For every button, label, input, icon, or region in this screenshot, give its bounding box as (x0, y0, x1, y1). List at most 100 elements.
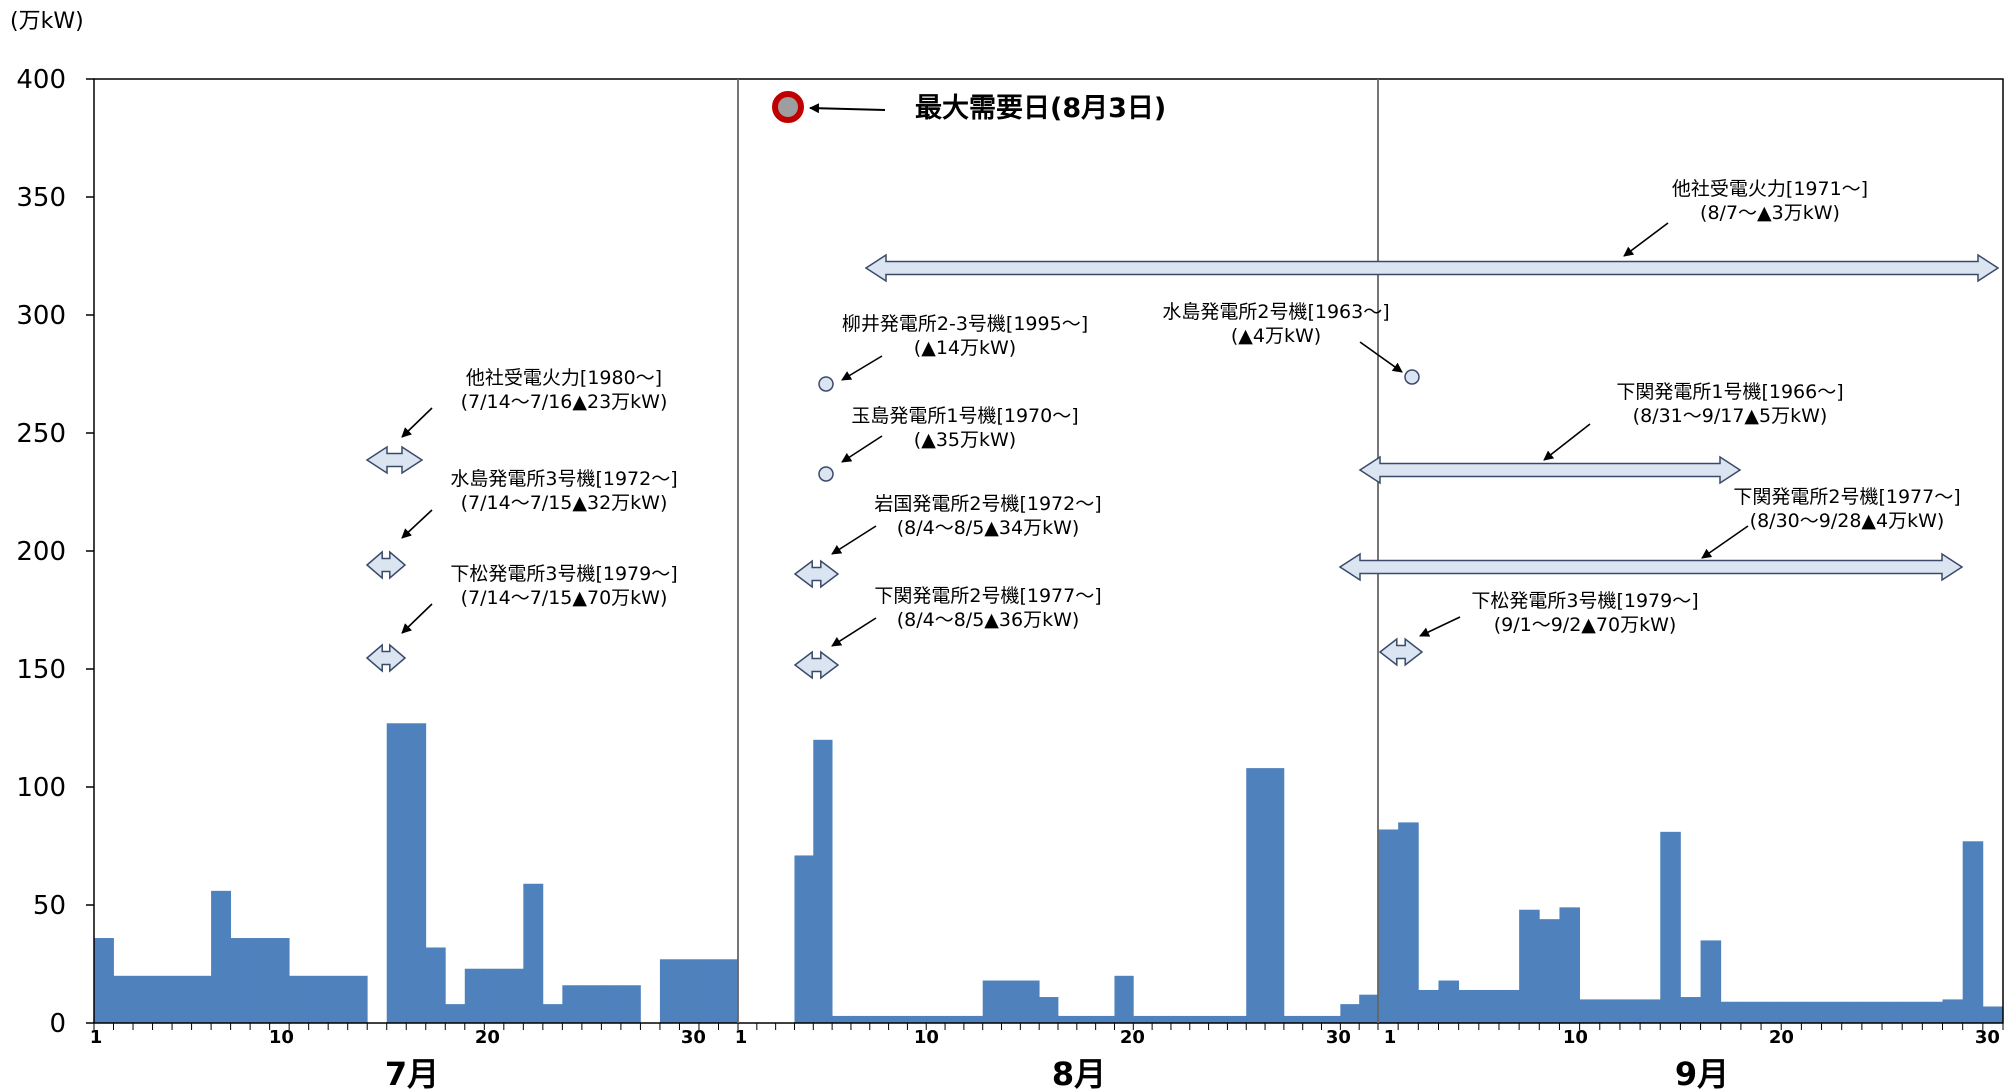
annotation-pointer-arrow (401, 509, 433, 539)
bar (1189, 1015, 1209, 1023)
x-axis: 1 10 20 30 1 10 20 30 1 10 20 30 (90, 1023, 2004, 1048)
annotation: 他社受電火力[1971〜](8/7〜▲3万kW) (864, 178, 2000, 283)
double-arrow-marker (1358, 455, 1742, 485)
double-arrow-marker (1378, 637, 1424, 667)
y-axis-unit-label: (万kW) (10, 9, 84, 34)
circle-marker (818, 466, 834, 482)
bar (1170, 1015, 1191, 1023)
y-tick-label: 100 (16, 773, 66, 803)
double-arrow-marker (365, 643, 407, 673)
peak-demand-marker-inner (778, 97, 798, 117)
bar (1942, 999, 1964, 1023)
bar (1599, 999, 1621, 1023)
annotation-pointer-arrow (1701, 525, 1749, 559)
bar (926, 1015, 946, 1023)
annotation-pointer-arrow (1543, 423, 1591, 461)
annotation-pointer-arrow (831, 617, 877, 647)
double-arrow-marker (864, 253, 2000, 283)
bar (289, 975, 310, 1023)
plot-frame (93, 78, 2004, 1024)
annotation: 下関発電所2号機[1977〜](8/4〜8/5▲36万kW) (793, 585, 1102, 680)
bar (1821, 1001, 1843, 1023)
month-labels: 7月 8月 9月 (385, 1055, 1729, 1091)
bar (562, 985, 583, 1023)
annotation: 他社受電火力[1980〜](7/14〜7/16▲23万kW) (365, 367, 668, 475)
bar (1114, 975, 1134, 1023)
bar (308, 975, 329, 1023)
y-tick-label: 350 (16, 183, 66, 213)
x-tick-label: 20 (1120, 1027, 1145, 1048)
bar (1801, 1001, 1822, 1023)
x-tick-label: 10 (1563, 1027, 1588, 1048)
x-tick-label: 20 (1769, 1027, 1794, 1048)
bar (1039, 997, 1059, 1023)
annotation-pointer-arrow (1419, 616, 1461, 637)
bar (503, 968, 524, 1023)
peak-demand-label: 最大需要日(8月3日) (915, 93, 1166, 124)
annotation: 下関発電所1号機[1966〜](8/31〜9/17▲5万kW) (1358, 381, 1844, 485)
bar (1302, 1015, 1322, 1023)
annotation: 水島発電所3号機[1972〜](7/14〜7/15▲32万kW) (365, 468, 678, 580)
x-tick-label: 30 (1975, 1027, 2000, 1048)
bar (1619, 999, 1641, 1023)
bar (1498, 989, 1520, 1023)
y-tick-label: 200 (16, 537, 66, 567)
bar (250, 938, 271, 1023)
bar (1058, 1015, 1078, 1023)
y-tick-label: 300 (16, 301, 66, 331)
bar (1902, 1001, 1923, 1023)
annotations-group: 他社受電火力[1980〜](7/14〜7/16▲23万kW)水島発電所3号機[1… (365, 178, 2000, 680)
bar (601, 985, 622, 1023)
bar (445, 1004, 466, 1023)
bar (1265, 768, 1285, 1023)
bar (328, 975, 349, 1023)
bar (1720, 1001, 1742, 1023)
bar (850, 1015, 871, 1023)
bar (1001, 980, 1021, 1023)
annotation-title: 柳井発電所2-3号機[1995〜] (842, 313, 1088, 335)
month-label: 9月 (1675, 1055, 1729, 1091)
bar (832, 1015, 852, 1023)
bar (982, 980, 1002, 1023)
bar (1152, 1015, 1172, 1023)
bar (386, 723, 407, 1023)
annotation-pointer-arrow (1359, 341, 1403, 373)
bars-group (94, 723, 2004, 1023)
annotation-title: 下関発電所2号機[1977〜] (1733, 486, 1960, 508)
bar (1841, 1001, 1863, 1023)
bar (1076, 1015, 1097, 1023)
bar (1962, 841, 1984, 1023)
bar (1700, 940, 1722, 1023)
bar (907, 1015, 927, 1023)
double-arrow-marker (365, 445, 424, 475)
annotation-pointer-arrow (401, 603, 433, 634)
annotation-title: 玉島発電所1号機[1970〜] (851, 405, 1078, 427)
annotation-detail: (8/4〜8/5▲36万kW) (897, 609, 1080, 631)
annotation-detail: (7/14〜7/16▲23万kW) (461, 391, 668, 413)
bar (347, 975, 368, 1023)
bar (1579, 999, 1601, 1023)
bar (945, 1015, 965, 1023)
bar (1882, 1001, 1903, 1023)
annotation-pointer-arrow (831, 525, 877, 555)
y-tick-label: 0 (49, 1009, 66, 1039)
month-label: 7月 (385, 1055, 439, 1091)
bar (888, 1015, 908, 1023)
bar (133, 975, 153, 1023)
bar (172, 975, 192, 1023)
bar (1246, 768, 1266, 1023)
annotation-pointer-arrow (1623, 222, 1669, 257)
peak-demand-arrow (809, 103, 886, 114)
y-tick-label: 150 (16, 655, 66, 685)
month-label: 8月 (1052, 1055, 1106, 1091)
bar (269, 938, 290, 1023)
annotation: 下関発電所2号機[1977〜](8/30〜9/28▲4万kW) (1338, 486, 1964, 582)
y-axis-ticks: 0 50 100 150 200 250 300 350 400 (16, 65, 94, 1039)
bar (542, 1004, 563, 1023)
annotation-title: 下松発電所3号機[1979〜] (1471, 590, 1698, 612)
bar (581, 985, 602, 1023)
x-tick-label: 30 (681, 1027, 706, 1048)
annotation: 柳井発電所2-3号機[1995〜](▲14万kW) (818, 313, 1088, 392)
annotation-detail: (7/14〜7/15▲70万kW) (461, 587, 668, 609)
